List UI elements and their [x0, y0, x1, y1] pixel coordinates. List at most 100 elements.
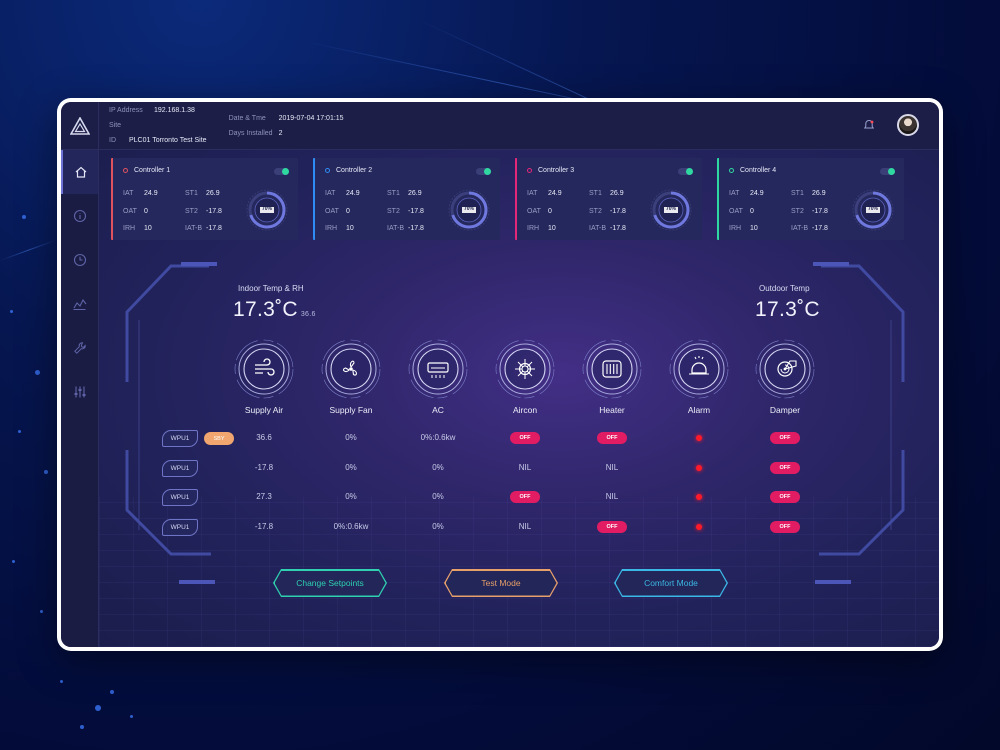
reading-label: IAT	[527, 190, 538, 198]
reading-value: 24.9	[346, 190, 360, 198]
device-label: Alarm	[687, 405, 711, 415]
reading-value: 0	[144, 207, 148, 215]
change-setpoints-label: Change Setpoints	[296, 578, 364, 588]
aircon-toggle[interactable]: OFF	[510, 432, 540, 444]
heater-toggle[interactable]: OFF	[597, 521, 627, 533]
sidebar-item-home[interactable]	[61, 150, 98, 194]
indoor-temp-value: 17.3˚C	[233, 298, 298, 321]
site-label: Site ID	[109, 122, 122, 144]
reading-value: -17.8	[408, 207, 424, 215]
controller-toggle[interactable]	[678, 168, 693, 175]
sidebar-item-tools[interactable]	[61, 326, 98, 370]
heater-value: NIL	[605, 463, 619, 472]
notification-bell-icon[interactable]	[863, 119, 875, 131]
comfort-mode-button[interactable]: Comfort Mode	[614, 569, 728, 597]
standby-badge: SBY	[204, 432, 234, 445]
status-ring-icon	[123, 168, 128, 173]
device-label: Supply Fan	[329, 405, 373, 415]
unit-tag[interactable]: WPU1	[162, 519, 198, 536]
controller-toggle[interactable]	[274, 168, 289, 175]
damper-toggle[interactable]: OFF	[770, 462, 800, 474]
connection-info: IP Address 192.168.1.38 Site ID PLC01 Torr…	[109, 103, 207, 148]
controller-header: Controller 2	[325, 167, 372, 174]
reading-label: IAT	[325, 190, 336, 198]
date-label: Date & Tme	[228, 114, 266, 122]
controller-toggle[interactable]	[880, 168, 895, 175]
reading-value: -17.8	[206, 225, 222, 233]
reading-value: 0	[346, 207, 350, 215]
reading-value: 26.9	[610, 190, 624, 198]
radiator-icon	[582, 339, 642, 399]
reading-label: IAT-B	[185, 225, 202, 233]
dashboard-screen: IP Address 192.168.1.38 Site ID PLC01 Torr…	[61, 102, 939, 647]
heater-toggle[interactable]: OFF	[597, 432, 627, 444]
alarm-indicator	[696, 524, 702, 530]
reading-label: ST1	[589, 190, 602, 198]
gauge-ring	[448, 189, 490, 231]
aircon-value: NIL	[518, 463, 532, 472]
damper-toggle[interactable]: OFF	[770, 521, 800, 533]
reading-label: IAT	[123, 190, 134, 198]
app-logo[interactable]	[61, 102, 99, 150]
supply-fan-value: 0%:0.6kw	[333, 522, 369, 531]
wind-icon	[234, 339, 294, 399]
controller-readings: IAT 24.9 ST1 26.9 OAT 0 ST2 -17.8 IRH 10 IAT-B -17.…	[123, 185, 232, 238]
alarm-indicator	[696, 465, 702, 471]
alarm-indicator	[696, 494, 702, 500]
controller-header: Controller 1	[123, 167, 170, 174]
controller-card[interactable]: Controller 4 IAT 24.9 ST1 26.9 OAT 0 ST2 -17.8 IR…	[717, 158, 904, 240]
reading-label: ST1	[791, 190, 804, 198]
controller-gauge: 70%	[246, 189, 288, 231]
reading-label: IAT-B	[589, 225, 606, 233]
device-button-aircon[interactable]	[494, 338, 556, 400]
gauge-value: 70%	[665, 206, 676, 212]
sidebar-item-info[interactable]	[61, 194, 98, 238]
device-button-supply-fan[interactable]	[320, 338, 382, 400]
test-mode-button[interactable]: Test Mode	[444, 569, 558, 597]
controller-card[interactable]: Controller 2 IAT 24.9 ST1 26.9 OAT 0 ST2 -17.8 IR…	[313, 158, 500, 240]
controller-readings: IAT 24.9 ST1 26.9 OAT 0 ST2 -17.8 IRH 10 IAT-B -17.…	[527, 185, 636, 238]
test-mode-label: Test Mode	[481, 578, 521, 588]
controller-card[interactable]: Controller 3 IAT 24.9 ST1 26.9 OAT 0 ST2 -17.8 IR…	[515, 158, 702, 240]
aircon-toggle[interactable]: OFF	[510, 491, 540, 503]
device-button-damper[interactable]	[754, 338, 816, 400]
device-label: Supply Air	[244, 405, 284, 415]
sidebar-item-charts[interactable]	[61, 282, 98, 326]
alarm-bell-icon	[669, 339, 729, 399]
device-button-alarm[interactable]	[668, 338, 730, 400]
device-button-supply-air[interactable]	[233, 338, 295, 400]
unit-tag[interactable]: WPU1	[162, 430, 198, 447]
device-label: Aircon	[512, 405, 538, 415]
damper-toggle[interactable]: OFF	[770, 432, 800, 444]
damper-icon	[755, 339, 815, 399]
sidebar-item-history[interactable]	[61, 238, 98, 282]
reading-value: 10	[750, 225, 758, 233]
damper-toggle[interactable]: OFF	[770, 491, 800, 503]
unit-tag[interactable]: WPU1	[162, 460, 198, 477]
fan-icon	[321, 339, 381, 399]
air-conditioner-icon	[408, 339, 468, 399]
main-panel: Controller 1 IAT 24.9 ST1 26.9 OAT 0 ST2 -17.8 IR…	[99, 150, 939, 647]
reading-value: -17.8	[812, 225, 828, 233]
days-value: 2	[278, 129, 283, 137]
reading-label: ST2	[185, 207, 198, 215]
controller-cards: Controller 1 IAT 24.9 ST1 26.9 OAT 0 ST2 -17.8 IR…	[111, 158, 904, 240]
heater-value: NIL	[605, 492, 619, 501]
reading-value: 24.9	[750, 190, 764, 198]
ac-value: 0%	[432, 463, 444, 472]
controller-name: Controller 4	[740, 167, 777, 174]
device-button-ac[interactable]	[407, 338, 469, 400]
device-frame: IP Address 192.168.1.38 Site ID PLC01 Torr…	[57, 98, 943, 651]
controller-card[interactable]: Controller 1 IAT 24.9 ST1 26.9 OAT 0 ST2 -17.8 IR…	[111, 158, 298, 240]
sidebar-item-settings[interactable]	[61, 370, 98, 414]
unit-tag[interactable]: WPU1	[162, 489, 198, 506]
site-value: PLC01 Torronto Test Site	[129, 137, 207, 144]
controller-toggle[interactable]	[476, 168, 491, 175]
controller-header: Controller 3	[527, 167, 574, 174]
gauge-ring	[852, 189, 894, 231]
snowflake-icon	[495, 339, 555, 399]
days-label: Days Installed	[228, 129, 273, 137]
change-setpoints-button[interactable]: Change Setpoints	[273, 569, 387, 597]
device-button-heater[interactable]	[581, 338, 643, 400]
user-avatar[interactable]	[897, 114, 919, 136]
